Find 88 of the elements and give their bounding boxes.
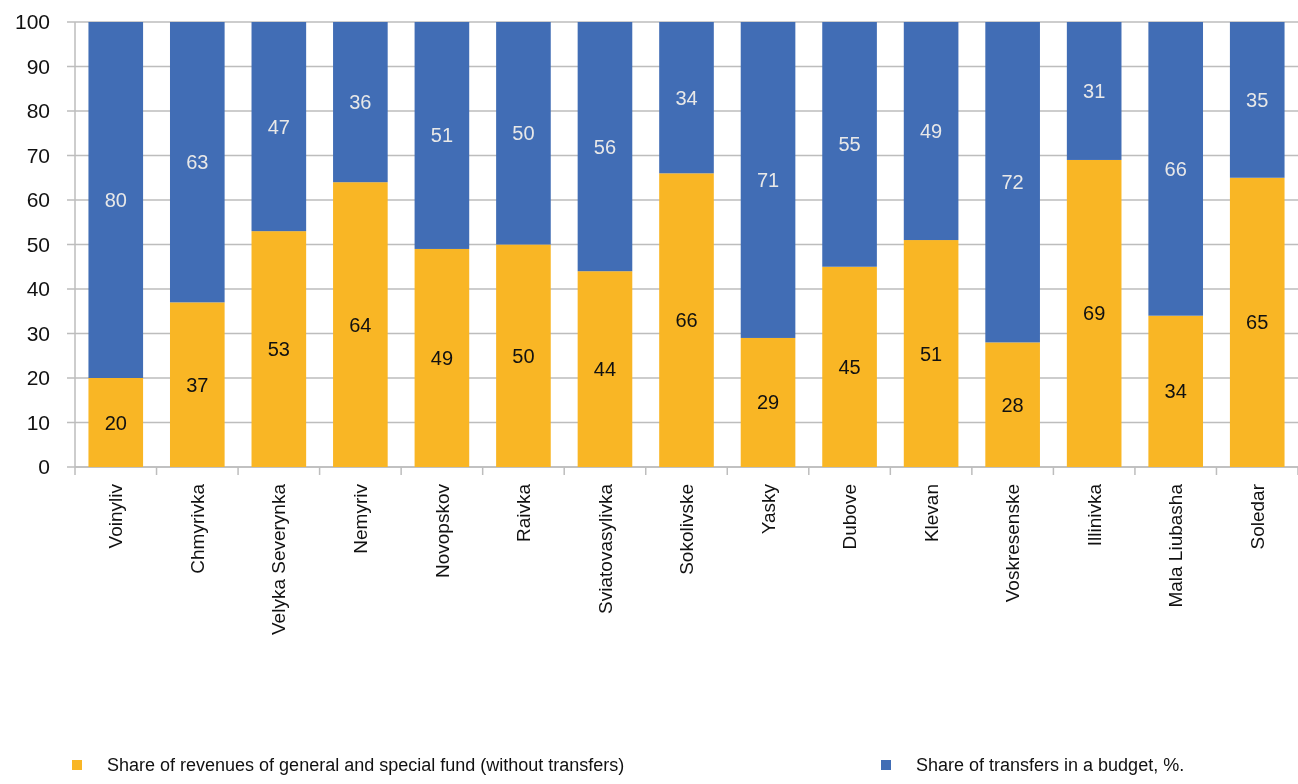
data-label: 36	[349, 91, 372, 114]
y-tick-label: 70	[26, 143, 50, 167]
x-tick-label: Raivka	[513, 483, 535, 543]
bar	[985, 22, 1040, 343]
y-tick-label: 100	[14, 10, 50, 34]
x-tick-label: Sokolivske	[676, 484, 698, 575]
data-label: 20	[104, 411, 127, 434]
data-label: 55	[838, 133, 861, 156]
x-tick-label: Novopskov	[431, 483, 453, 578]
bar	[1229, 22, 1285, 178]
data-label: 72	[1001, 171, 1024, 194]
bar	[822, 266, 877, 467]
bar	[1148, 22, 1204, 316]
data-label: 35	[1246, 88, 1269, 111]
data-label: 69	[1083, 302, 1106, 325]
y-tick-label: 30	[26, 321, 50, 345]
data-label: 29	[756, 391, 780, 414]
bar	[496, 244, 551, 467]
data-label: 50	[512, 344, 535, 367]
data-label: 45	[838, 355, 861, 378]
data-label: 66	[1164, 157, 1187, 180]
bar	[251, 231, 307, 467]
data-label: 31	[1083, 79, 1106, 102]
bar	[577, 22, 633, 272]
bar	[659, 22, 714, 174]
data-label: 34	[675, 86, 698, 109]
y-tick-label: 60	[26, 188, 50, 212]
x-tick-label: Illinivka	[1083, 483, 1105, 547]
y-tick-label: 90	[26, 54, 50, 78]
data-label: 44	[593, 358, 617, 381]
data-label: 34	[1164, 380, 1187, 403]
x-tick-label: Voskresenske	[1002, 484, 1024, 603]
bar	[88, 378, 144, 467]
bar	[1229, 177, 1285, 467]
x-tick-label: Soledar	[1246, 483, 1268, 550]
bar	[740, 337, 796, 467]
bar	[333, 22, 388, 183]
x-tick-label: Klevan	[920, 484, 942, 543]
x-tick-label: Nemyriv	[350, 483, 372, 554]
data-label: 37	[186, 373, 209, 396]
bar	[577, 271, 633, 467]
x-tick-label: Sviatovasylivka	[594, 483, 616, 614]
data-label: 49	[430, 346, 454, 369]
data-label: 65	[1246, 311, 1269, 334]
bar	[1066, 22, 1122, 160]
legend-label: Share of revenues of general and special fund (without transfers)	[107, 755, 625, 776]
bar	[659, 173, 714, 467]
y-tick-label: 10	[26, 410, 50, 434]
y-tick-label: 0	[38, 455, 50, 479]
bar	[1148, 315, 1204, 467]
y-tick-label: 80	[26, 99, 50, 123]
x-tick-label: Chmyrivka	[186, 483, 208, 574]
data-label: 64	[349, 313, 372, 336]
data-label: 66	[675, 309, 698, 332]
data-label: 63	[186, 151, 209, 174]
bar	[1066, 159, 1122, 467]
x-tick-label: Yasky	[757, 483, 779, 535]
bar	[414, 22, 470, 249]
bar	[333, 182, 388, 467]
bar	[88, 22, 144, 378]
x-tick-label: Dubove	[839, 484, 861, 550]
bar	[822, 22, 877, 267]
bar	[251, 22, 307, 232]
bar	[740, 22, 796, 338]
data-label: 51	[430, 124, 454, 147]
data-label: 28	[1001, 393, 1024, 416]
data-label: 51	[919, 342, 943, 365]
data-label: 50	[512, 122, 535, 145]
legend-label: Share of transfers in a budget, %.	[916, 755, 1185, 776]
bar	[414, 248, 470, 467]
data-label: 49	[919, 120, 943, 143]
data-label: 53	[267, 338, 290, 361]
bar	[903, 22, 959, 241]
data-label: 56	[593, 135, 617, 158]
x-tick-label: Mala Liubasha	[1165, 483, 1187, 608]
bar	[496, 22, 551, 245]
data-label: 71	[756, 168, 780, 191]
bar	[169, 302, 225, 467]
bar	[903, 240, 959, 467]
bar	[169, 22, 225, 303]
bar	[985, 342, 1040, 467]
x-tick-label: Velyka Severynka	[268, 483, 290, 636]
data-label: 47	[267, 115, 290, 138]
y-tick-label: 40	[26, 277, 50, 301]
data-label: 80	[104, 189, 127, 211]
y-tick-label: 20	[26, 366, 50, 390]
y-tick-label: 50	[26, 232, 50, 256]
x-tick-label: Voinyliv	[105, 483, 127, 549]
